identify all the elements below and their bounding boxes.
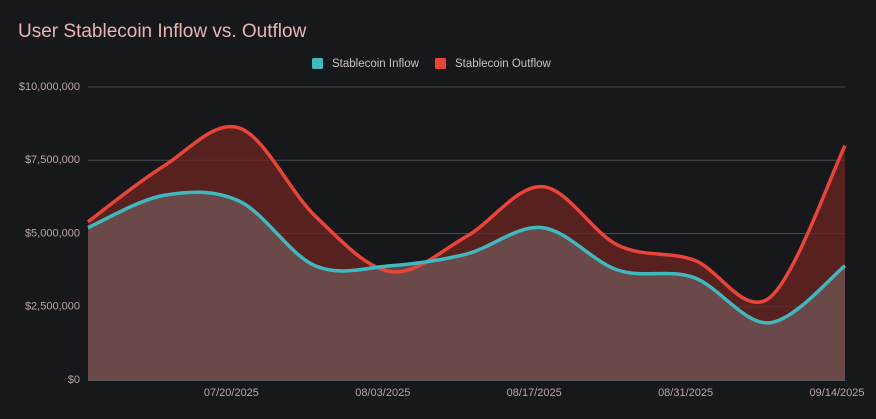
y-tick-label: $7,500,000 bbox=[25, 154, 80, 166]
legend-swatch bbox=[312, 58, 323, 69]
y-tick-label: $0 bbox=[68, 374, 80, 386]
x-tick-label: 08/03/2025 bbox=[355, 387, 410, 399]
x-tick-label: 07/20/2025 bbox=[204, 387, 259, 399]
x-tick-label: 09/14/2025 bbox=[809, 387, 864, 399]
area bbox=[88, 192, 845, 380]
legend-swatch bbox=[434, 58, 446, 69]
y-tick-label: $10,000,000 bbox=[19, 81, 80, 93]
line bbox=[86, 124, 847, 305]
legend-label: Stablecoin Outflow bbox=[455, 58, 552, 70]
x-tick-label: 08/31/2025 bbox=[658, 387, 713, 399]
chart-title: User Stablecoin Inflow vs. Outflow bbox=[18, 21, 307, 42]
legend-label: Stablecoin Inflow bbox=[332, 58, 420, 70]
line bbox=[87, 190, 847, 325]
x-tick-label: 08/17/2025 bbox=[507, 387, 562, 399]
y-tick-label: $5,000,000 bbox=[25, 227, 80, 239]
y-tick-label: $2,500,000 bbox=[25, 301, 80, 313]
